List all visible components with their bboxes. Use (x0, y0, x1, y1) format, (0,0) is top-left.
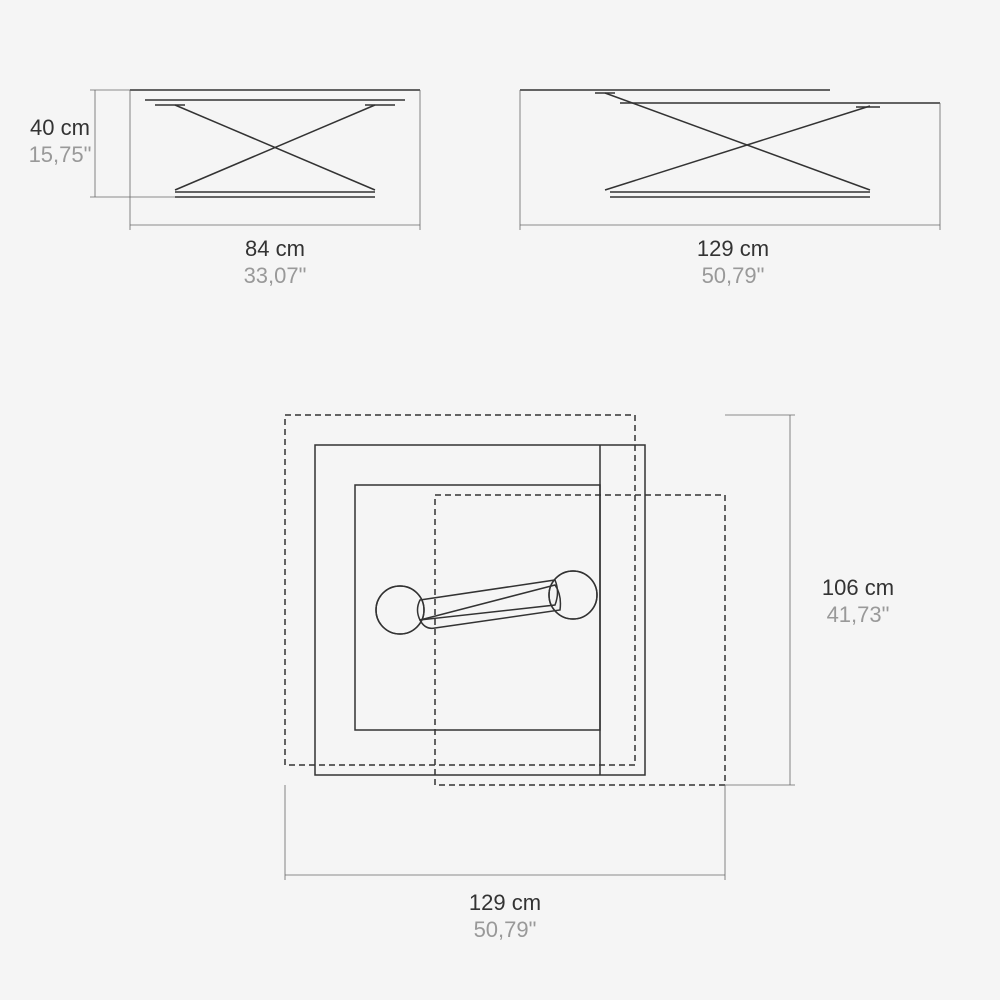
height-in-label: 15,75" (29, 142, 92, 167)
top-width-cm-label: 129 cm (469, 890, 541, 915)
side-width-cm-label: 129 cm (697, 236, 769, 261)
top-width-in-label: 50,79" (474, 917, 537, 942)
front-width-cm-label: 84 cm (245, 236, 305, 261)
technical-drawing: 40 cm 15,75" 84 cm 33,07" 129 cm 50,79" (0, 0, 1000, 1000)
background (0, 0, 1000, 1000)
top-depth-in-label: 41,73" (827, 602, 890, 627)
top-depth-cm-label: 106 cm (822, 575, 894, 600)
height-cm-label: 40 cm (30, 115, 90, 140)
side-width-in-label: 50,79" (702, 263, 765, 288)
front-width-in-label: 33,07" (244, 263, 307, 288)
diagram-container: 40 cm 15,75" 84 cm 33,07" 129 cm 50,79" (0, 0, 1000, 1000)
